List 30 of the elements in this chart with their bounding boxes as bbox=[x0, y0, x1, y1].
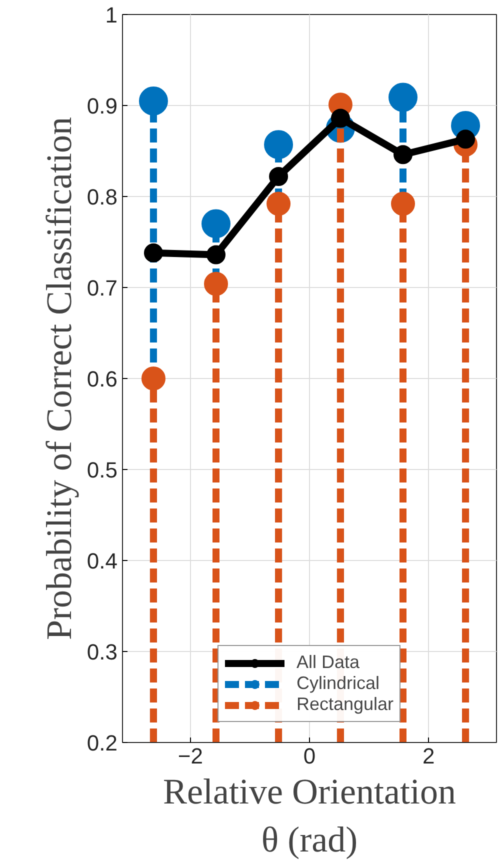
x-axis-title: Relative Orientation θ (rad) bbox=[163, 772, 456, 860]
point bbox=[330, 108, 350, 128]
y-tick-label: 0.3 bbox=[86, 640, 118, 664]
point bbox=[394, 145, 412, 164]
legend-label: All Data bbox=[296, 652, 360, 673]
point bbox=[266, 192, 291, 216]
point bbox=[202, 209, 230, 238]
point bbox=[264, 130, 294, 160]
point bbox=[138, 86, 168, 116]
point bbox=[391, 192, 415, 216]
y-tick-label: 0.7 bbox=[86, 276, 118, 300]
y-tick-label: 0.5 bbox=[86, 458, 118, 482]
x-tick-label: 2 bbox=[422, 744, 435, 768]
legend-label: Cylindrical bbox=[296, 673, 380, 694]
y-tick-label: 0.2 bbox=[86, 730, 118, 756]
y-tick-label: 0.4 bbox=[86, 548, 118, 574]
y-tick-label: 0.8 bbox=[86, 184, 118, 210]
point bbox=[269, 167, 288, 186]
y-axis-title: Probability of Correct Classification bbox=[38, 117, 79, 640]
x-tick-label: 0 bbox=[303, 744, 316, 768]
legend-label: Rectangular bbox=[296, 694, 394, 715]
x-tick-label: −2 bbox=[178, 744, 203, 768]
y-tick-label: 0.6 bbox=[86, 366, 118, 392]
y-tick-label: 1 bbox=[105, 2, 118, 28]
point bbox=[204, 272, 228, 296]
point bbox=[141, 366, 166, 390]
point bbox=[144, 243, 163, 262]
point bbox=[388, 82, 418, 112]
y-tick-label: 0.9 bbox=[86, 94, 118, 118]
point bbox=[206, 245, 226, 264]
